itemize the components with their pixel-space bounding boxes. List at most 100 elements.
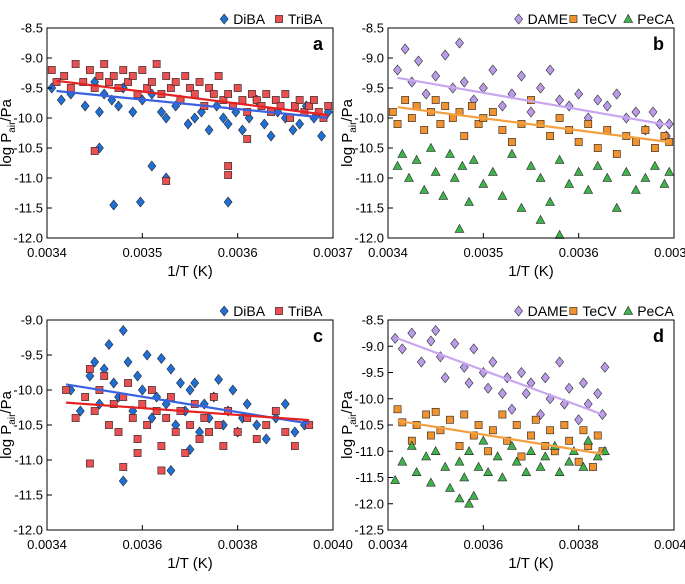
data-point-diba — [261, 433, 271, 445]
data-point-peca — [397, 148, 408, 158]
data-point-triba — [305, 421, 314, 429]
data-point-triba — [86, 66, 94, 74]
data-point-triba — [281, 90, 290, 98]
data-point-triba — [147, 386, 156, 394]
data-point-triba — [79, 78, 88, 86]
data-point-triba — [138, 66, 147, 74]
data-point-dame — [416, 356, 426, 368]
data-point-dame — [459, 76, 469, 88]
data-point-triba — [290, 102, 299, 110]
data-point-peca — [564, 456, 575, 466]
data-point-triba — [209, 393, 218, 401]
data-point-diba — [259, 118, 269, 130]
data-point-diba — [290, 426, 300, 438]
data-point-tecv — [579, 426, 588, 435]
data-point-peca — [397, 456, 408, 466]
data-point-peca — [392, 160, 403, 170]
y-tick-label: -9.5 — [362, 365, 384, 380]
y-tick-label: -10.0 — [354, 391, 384, 406]
data-point-triba — [86, 459, 94, 468]
data-point-dame — [564, 382, 574, 394]
data-point-peca — [454, 493, 465, 503]
series-diba — [66, 325, 309, 487]
y-tick-label: -8.5 — [21, 21, 43, 36]
x-axis-label: 1/T (K) — [508, 263, 554, 280]
data-point-dame — [464, 377, 474, 389]
legend-marker-triba — [275, 15, 283, 23]
data-point-triba — [181, 449, 190, 457]
data-point-peca — [497, 472, 508, 482]
data-point-dame — [555, 356, 564, 368]
y-tick-label: -9.0 — [21, 313, 43, 328]
series-peca — [392, 142, 675, 239]
data-point-tecv — [593, 144, 602, 152]
data-point-triba — [71, 414, 80, 422]
data-point-peca — [564, 178, 575, 188]
x-tick-label: 0.0036 — [463, 537, 503, 552]
x-tick-label: 0.0036 — [559, 245, 599, 260]
x-tick-label: 0.0038 — [559, 537, 599, 552]
y-tick-label: -10.5 — [13, 141, 43, 156]
data-point-diba — [137, 384, 147, 396]
data-point-peca — [487, 166, 498, 176]
legend-label-peca: PeCA — [637, 303, 674, 319]
data-point-tecv — [660, 132, 669, 140]
data-point-tecv — [401, 96, 410, 104]
data-point-tecv — [641, 126, 650, 134]
y-tick-label: -12.0 — [13, 231, 43, 246]
data-point-triba — [224, 171, 233, 179]
data-point-diba — [118, 325, 128, 336]
data-point-peca — [459, 472, 470, 482]
data-point-triba — [281, 428, 290, 436]
series-tecv — [393, 405, 607, 471]
y-tick-label: -12.0 — [354, 231, 384, 246]
data-point-triba — [60, 72, 69, 80]
x-tick-label: 0.0038 — [218, 537, 258, 552]
data-point-tecv — [484, 447, 492, 456]
data-point-peca — [425, 477, 436, 487]
data-point-triba — [190, 90, 199, 98]
data-point-triba — [181, 72, 190, 80]
data-point-peca — [535, 214, 546, 224]
data-point-tecv — [460, 410, 469, 419]
data-point-triba — [109, 400, 118, 408]
data-point-diba — [136, 196, 145, 208]
data-point-tecv — [441, 102, 450, 110]
data-point-tecv — [584, 120, 593, 128]
data-point-triba — [90, 147, 99, 155]
data-point-diba — [223, 118, 233, 130]
data-point-triba — [243, 135, 252, 143]
y-tick-label: -10.5 — [354, 141, 384, 156]
data-point-tecv — [436, 120, 445, 128]
data-point-triba — [252, 435, 261, 443]
legend-marker-peca — [623, 305, 634, 315]
data-point-tecv — [420, 126, 429, 134]
data-point-diba — [280, 398, 290, 410]
data-point-dame — [521, 388, 531, 399]
y-tick-label: -8.5 — [362, 21, 384, 36]
y-tick-label: -10.5 — [354, 418, 384, 433]
y-tick-label: -11.0 — [14, 453, 43, 468]
data-point-diba — [99, 88, 109, 100]
x-tick-label: 0.0034 — [368, 245, 408, 260]
data-point-diba — [166, 363, 176, 375]
data-point-dame — [440, 372, 450, 384]
data-point-peca — [464, 196, 474, 206]
data-point-peca — [511, 456, 522, 466]
panel-label: d — [653, 326, 664, 346]
data-point-peca — [483, 467, 494, 476]
data-point-tecv — [422, 410, 431, 419]
data-point-diba — [166, 465, 176, 476]
data-point-tecv — [603, 126, 612, 134]
data-point-dame — [555, 94, 564, 106]
data-point-triba — [200, 414, 209, 422]
data-point-diba — [161, 112, 171, 124]
data-point-peca — [573, 166, 584, 176]
data-point-peca — [457, 160, 468, 170]
data-point-dame — [602, 100, 612, 112]
legend: DAME TeCV PeCA — [514, 303, 674, 319]
data-point-diba — [204, 124, 214, 136]
data-point-dame — [579, 377, 588, 389]
legend-label-tecv: TeCV — [582, 303, 617, 319]
data-point-diba — [190, 377, 200, 389]
